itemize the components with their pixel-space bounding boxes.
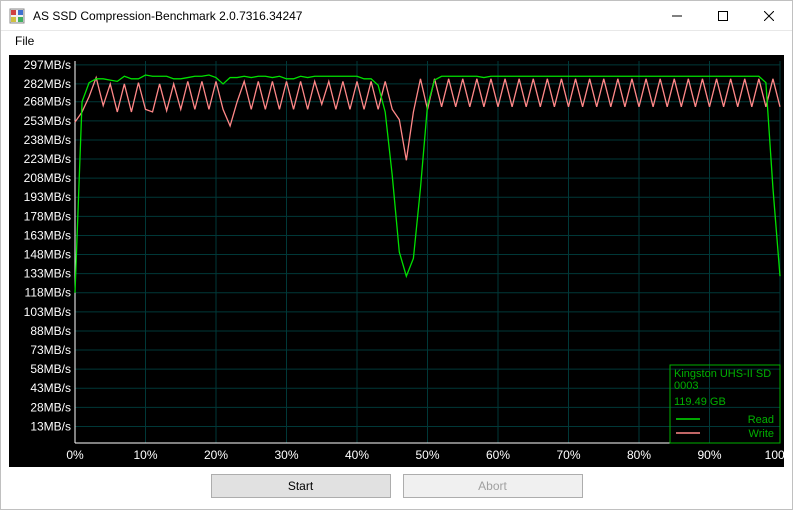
svg-text:20%: 20% <box>204 448 228 462</box>
menu-file[interactable]: File <box>9 32 40 50</box>
svg-text:90%: 90% <box>697 448 721 462</box>
svg-text:119.49 GB: 119.49 GB <box>674 396 726 408</box>
svg-text:163MB/s: 163MB/s <box>24 228 71 242</box>
svg-text:30%: 30% <box>274 448 298 462</box>
svg-text:0003: 0003 <box>674 380 698 392</box>
svg-text:282MB/s: 282MB/s <box>24 77 71 91</box>
svg-text:100%: 100% <box>765 448 784 462</box>
svg-text:Kingston UHS-II SD: Kingston UHS-II SD <box>674 368 771 380</box>
svg-text:103MB/s: 103MB/s <box>24 305 71 319</box>
svg-text:88MB/s: 88MB/s <box>30 324 71 338</box>
svg-text:10%: 10% <box>133 448 157 462</box>
svg-text:238MB/s: 238MB/s <box>24 133 71 147</box>
svg-text:13MB/s: 13MB/s <box>30 419 71 433</box>
svg-text:193MB/s: 193MB/s <box>24 190 71 204</box>
svg-text:58MB/s: 58MB/s <box>30 362 71 376</box>
titlebar: AS SSD Compression-Benchmark 2.0.7316.34… <box>1 1 792 31</box>
svg-text:118MB/s: 118MB/s <box>25 286 71 300</box>
abort-button: Abort <box>403 474 583 498</box>
svg-text:178MB/s: 178MB/s <box>24 209 71 223</box>
svg-text:253MB/s: 253MB/s <box>24 114 71 128</box>
window-title: AS SSD Compression-Benchmark 2.0.7316.34… <box>33 9 302 23</box>
app-icon <box>9 8 25 24</box>
svg-text:297MB/s: 297MB/s <box>24 58 71 72</box>
close-button[interactable] <box>746 1 792 31</box>
svg-text:50%: 50% <box>415 448 439 462</box>
svg-text:43MB/s: 43MB/s <box>30 381 71 395</box>
minimize-button[interactable] <box>654 1 700 31</box>
maximize-button[interactable] <box>700 1 746 31</box>
svg-text:133MB/s: 133MB/s <box>24 267 71 281</box>
svg-text:28MB/s: 28MB/s <box>30 400 71 414</box>
chart-area: 297MB/s 282MB/s 268MB/s 253MB/s 238MB/s 223MB… <box>9 55 784 467</box>
svg-text:60%: 60% <box>486 448 510 462</box>
svg-text:Write: Write <box>749 428 774 440</box>
svg-text:148MB/s: 148MB/s <box>24 248 71 262</box>
svg-text:40%: 40% <box>345 448 369 462</box>
svg-text:70%: 70% <box>556 448 580 462</box>
svg-text:73MB/s: 73MB/s <box>30 343 71 357</box>
start-button[interactable]: Start <box>211 474 391 498</box>
svg-text:208MB/s: 208MB/s <box>24 171 71 185</box>
svg-text:80%: 80% <box>627 448 651 462</box>
svg-text:Read: Read <box>748 414 774 426</box>
menubar: File <box>1 31 792 51</box>
bottom-bar: Start Abort <box>1 467 792 505</box>
benchmark-chart: 297MB/s 282MB/s 268MB/s 253MB/s 238MB/s 223MB… <box>9 55 784 467</box>
svg-text:0%: 0% <box>66 448 84 462</box>
svg-text:268MB/s: 268MB/s <box>24 95 71 109</box>
svg-text:223MB/s: 223MB/s <box>24 152 71 166</box>
